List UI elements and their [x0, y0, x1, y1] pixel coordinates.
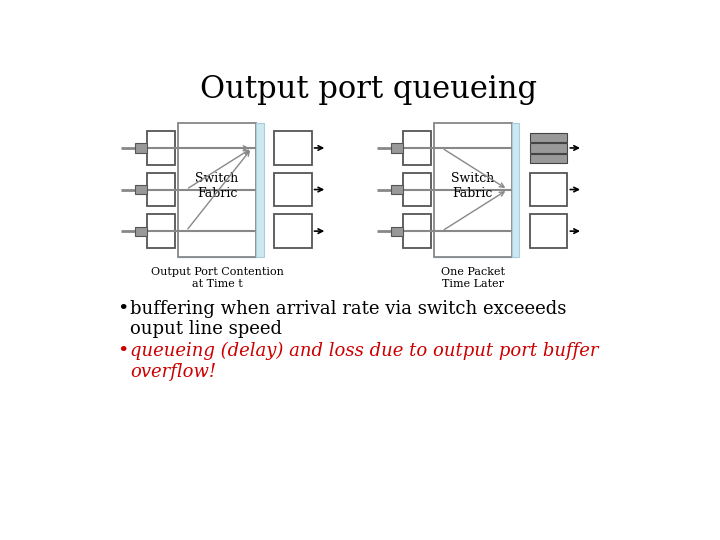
Bar — [256, 123, 264, 256]
Bar — [148, 131, 175, 165]
Bar — [530, 173, 567, 206]
Bar — [135, 143, 148, 153]
Bar — [179, 123, 256, 256]
Text: buffering when arrival rate via switch exceeeds
ouput line speed: buffering when arrival rate via switch e… — [130, 300, 567, 339]
Bar — [434, 123, 512, 256]
Bar — [530, 214, 567, 248]
Bar — [434, 123, 512, 256]
Text: Switch
Fabric: Switch Fabric — [451, 172, 495, 200]
Text: One Packet
Time Later: One Packet Time Later — [441, 267, 505, 289]
Bar — [391, 226, 403, 236]
Bar — [403, 173, 431, 206]
Text: •: • — [117, 300, 128, 318]
Bar — [148, 214, 175, 248]
Bar — [135, 226, 148, 236]
Bar — [391, 185, 403, 194]
Bar — [179, 123, 256, 256]
Bar — [274, 173, 312, 206]
Text: Switch
Fabric: Switch Fabric — [195, 172, 239, 200]
Bar — [391, 143, 403, 153]
Text: Output Port Contention
at Time t: Output Port Contention at Time t — [150, 267, 284, 289]
Bar — [530, 154, 567, 164]
Bar — [403, 214, 431, 248]
Bar — [148, 173, 175, 206]
Text: Output port queueing: Output port queueing — [200, 74, 538, 105]
Bar — [135, 185, 148, 194]
Text: queueing (delay) and loss due to output port buffer
overflow!: queueing (delay) and loss due to output … — [130, 342, 599, 381]
Bar — [403, 131, 431, 165]
Bar — [530, 132, 567, 142]
Bar — [530, 143, 567, 153]
Bar — [512, 123, 519, 256]
Text: •: • — [117, 342, 128, 360]
Bar — [274, 131, 312, 165]
Bar — [274, 214, 312, 248]
